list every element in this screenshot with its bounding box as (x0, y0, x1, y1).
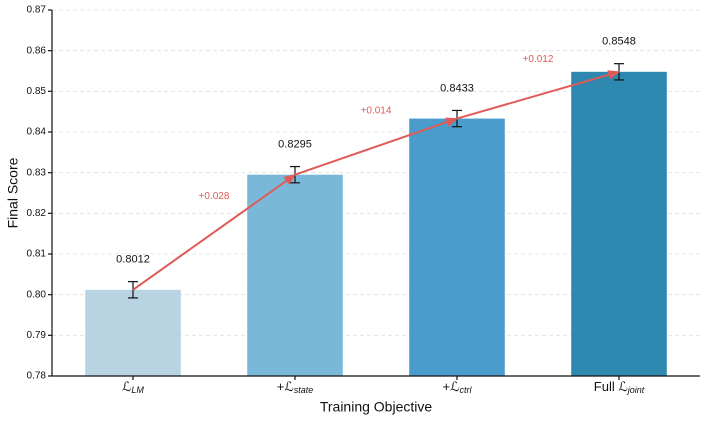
x-tick-label: ℒLM (122, 379, 144, 395)
x-axis-title: Training Objective (320, 399, 433, 415)
category-text: +ℒ (277, 379, 294, 394)
category-sub: ctrl (459, 385, 472, 395)
x-tick-label: Full ℒjoint (594, 379, 645, 395)
y-tick-label: 0.81 (27, 249, 47, 260)
y-tick-label: 0.80 (27, 289, 47, 300)
error-bar (128, 281, 138, 299)
bar (247, 174, 343, 376)
y-tick-label: 0.84 (27, 127, 47, 138)
value-label: 0.8295 (278, 138, 312, 150)
bar (409, 118, 505, 376)
improvement-label: +0.028 (199, 191, 230, 202)
value-label: 0.8433 (440, 82, 474, 94)
category-sub: joint (627, 385, 645, 395)
value-label: 0.8548 (602, 36, 636, 48)
y-tick-label: 0.86 (27, 45, 47, 56)
category-text: ℒ (122, 379, 131, 394)
bar (85, 289, 181, 376)
y-tick-label: 0.83 (27, 167, 47, 178)
category-text: +ℒ (443, 379, 460, 394)
y-axis-title: Final Score (5, 157, 21, 228)
improvement-label: +0.012 (523, 54, 554, 65)
value-label: 0.8012 (116, 254, 150, 266)
category-sub: state (294, 385, 314, 395)
y-tick-label: 0.79 (27, 330, 47, 341)
improvement-arrow (294, 117, 459, 176)
improvement-label: +0.014 (361, 105, 392, 116)
y-tick-label: 0.82 (27, 208, 47, 219)
y-tick-label: 0.78 (27, 371, 47, 382)
improvement-arrow (456, 70, 621, 120)
improvement-arrow (132, 173, 296, 291)
y-tick-label: 0.85 (27, 86, 47, 97)
category-text: Full ℒ (594, 379, 628, 394)
category-sub: LM (131, 385, 144, 395)
bar (571, 71, 667, 377)
y-tick-label: 0.87 (27, 5, 47, 16)
x-tick-label: +ℒctrl (443, 379, 473, 395)
x-tick-label: +ℒstate (277, 379, 313, 395)
